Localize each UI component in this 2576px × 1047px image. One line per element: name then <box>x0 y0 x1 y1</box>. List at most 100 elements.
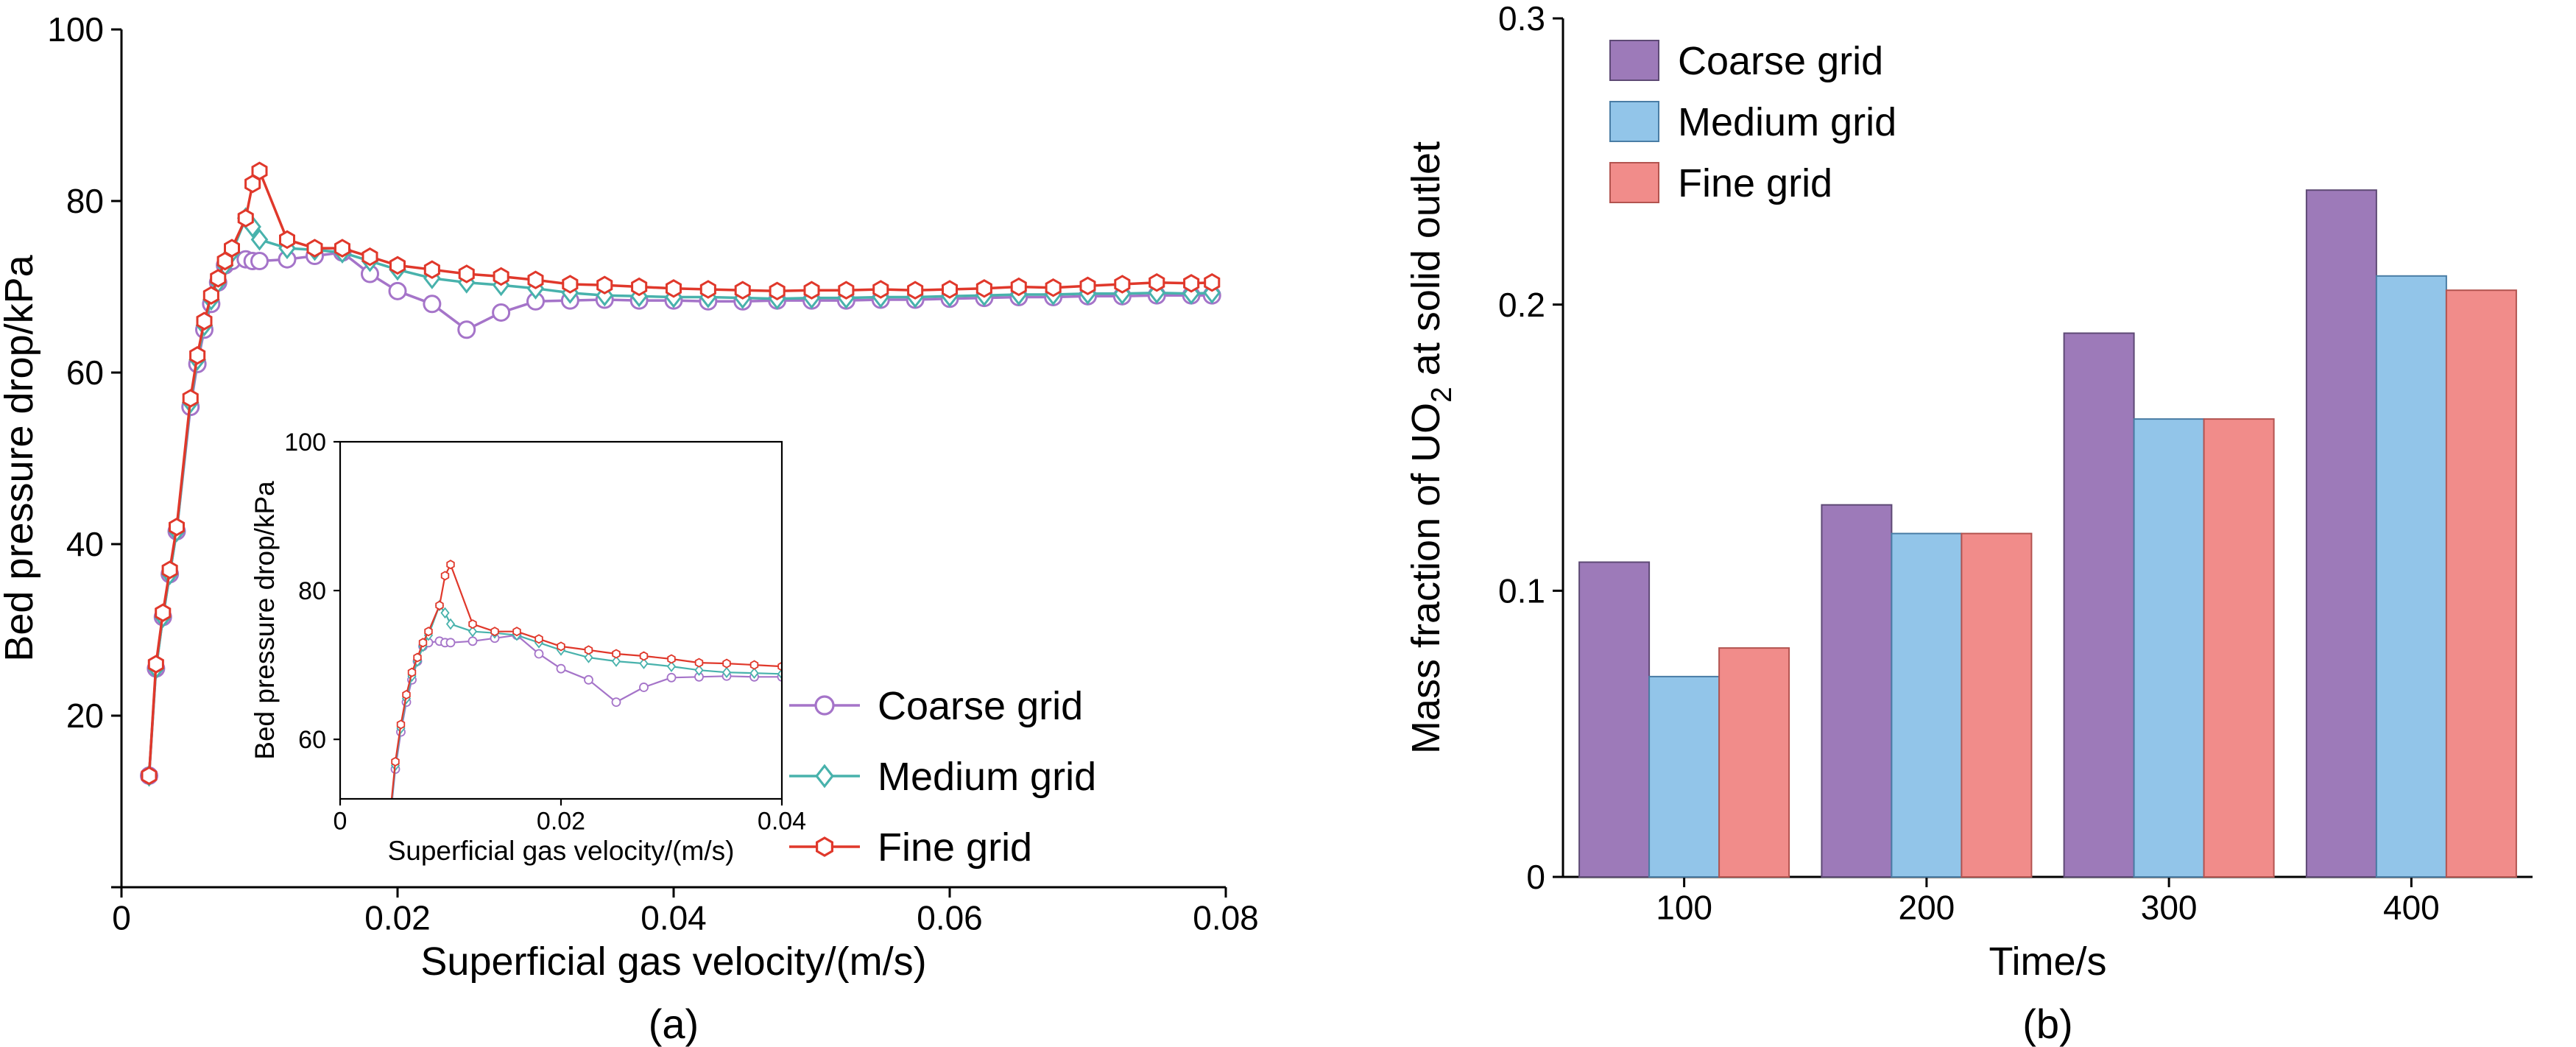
marker-hexagon-fine-grid <box>917 664 924 672</box>
marker-hexagon-fine-grid <box>699 280 716 299</box>
y-tick-label: 0.2 <box>1498 286 1545 324</box>
marker-hexagon-fine-grid <box>1183 274 1200 293</box>
bar-medium-grid-200 <box>1891 532 1963 878</box>
marker-hexagon-fine-grid <box>370 944 377 952</box>
x-tick-label: 0 <box>112 899 131 937</box>
marker-diamond-medium-grid <box>1027 668 1034 677</box>
marker-hexagon-fine-grid <box>769 281 786 301</box>
marker-circle-coarse-grid <box>556 663 566 674</box>
marker-diamond-medium-grid <box>440 607 450 619</box>
legend-label: Medium grid <box>878 755 1096 799</box>
marker-circle-coarse-grid <box>467 636 478 646</box>
marker-hexagon-fine-grid <box>631 277 648 297</box>
marker-hexagon-fine-grid <box>534 634 543 644</box>
bar-fine-grid-400 <box>2445 289 2517 878</box>
marker-hexagon-fine-grid <box>364 988 372 996</box>
marker-hexagon-fine-grid <box>202 286 219 305</box>
marker-circle-coarse-grid <box>814 695 835 716</box>
x-tick-label: 0.04 <box>758 807 806 835</box>
marker-circle-coarse-grid <box>1026 671 1034 679</box>
marker-hexagon-fine-grid <box>182 389 199 408</box>
marker-hexagon-fine-grid <box>458 264 475 283</box>
bar-fine-grid-200 <box>1961 532 2033 878</box>
y-axis-title: Mass fraction of UO2 at solid outlet <box>1404 141 1458 754</box>
marker-hexagon-fine-grid <box>493 267 509 286</box>
bar-medium-grid-100 <box>1648 675 1721 878</box>
marker-circle-coarse-grid <box>1209 669 1217 677</box>
marker-diamond-medium-grid <box>806 669 814 679</box>
marker-hexagon-fine-grid <box>440 571 450 581</box>
marker-hexagon-fine-grid <box>1148 272 1165 292</box>
bar-coarse-grid-200 <box>1821 504 1893 878</box>
bar-medium-grid-400 <box>2375 275 2447 878</box>
y-tick-label: 60 <box>298 726 326 754</box>
legend-entry-fine-grid: Fine grid <box>789 825 1032 870</box>
x-tick-label: 0 <box>334 807 347 835</box>
marker-circle-coarse-grid <box>1192 669 1200 677</box>
marker-hexagon-fine-grid <box>169 517 185 537</box>
marker-hexagon-fine-grid <box>816 836 833 857</box>
marker-hexagon-fine-grid <box>512 627 521 637</box>
marker-hexagon-fine-grid <box>999 663 1006 671</box>
marker-hexagon-fine-grid <box>413 652 422 663</box>
marker-hexagon-fine-grid <box>907 281 924 300</box>
marker-hexagon-fine-grid <box>722 658 731 669</box>
marker-hexagon-fine-grid <box>361 247 378 267</box>
marker-hexagon-fine-grid <box>1082 662 1090 670</box>
marker-hexagon-fine-grid <box>972 664 979 672</box>
marker-diamond-medium-grid <box>445 618 456 630</box>
marker-diamond-medium-grid <box>721 666 732 679</box>
x-axis-title: Superficial gas velocity/(m/s) <box>420 940 926 984</box>
marker-diamond-medium-grid <box>1209 666 1216 675</box>
legend-label: Medium grid <box>1678 100 1896 144</box>
legend-entry-fine-grid: Fine grid <box>1609 161 1832 205</box>
marker-hexagon-fine-grid <box>279 230 295 250</box>
marker-hexagon-fine-grid <box>424 627 433 637</box>
legend-label: Coarse grid <box>878 684 1083 728</box>
marker-circle-coarse-grid <box>889 673 897 681</box>
marker-circle-coarse-grid <box>916 673 924 681</box>
marker-circle-coarse-grid <box>492 303 511 322</box>
marker-hexagon-fine-grid <box>147 655 164 674</box>
y-tick-label: 0.1 <box>1498 571 1545 610</box>
marker-hexagon-fine-grid <box>1165 658 1172 666</box>
marker-diamond-medium-grid <box>370 947 377 956</box>
marker-hexagon-fine-grid <box>189 345 206 365</box>
marker-diamond-medium-grid <box>944 669 951 679</box>
x-tick-label: 0.04 <box>641 899 707 937</box>
y-axis-title: Bed pressure drop/kPa <box>250 481 280 760</box>
legend-label: Fine grid <box>1678 161 1832 205</box>
marker-diamond-medium-grid <box>1137 666 1145 676</box>
x-axis-title: Time/s <box>1989 940 2107 984</box>
marker-hexagon-fine-grid <box>196 311 213 331</box>
marker-circle-coarse-grid <box>1054 670 1062 678</box>
y-axis-title: Bed pressure drop/kPa <box>0 254 41 661</box>
marker-hexagon-fine-grid <box>562 275 579 294</box>
legend-swatch <box>1609 101 1659 142</box>
marker-diamond-medium-grid <box>666 660 677 672</box>
bar-fine-grid-100 <box>1718 647 1790 878</box>
y-tick-label: 0 <box>1526 858 1545 896</box>
marker-diamond-medium-grid <box>1165 666 1172 675</box>
marker-hexagon-fine-grid <box>1204 272 1221 292</box>
marker-circle-coarse-grid <box>1165 669 1173 677</box>
legend-swatch <box>1609 40 1659 81</box>
marker-diamond-medium-grid <box>584 652 593 663</box>
marker-hexagon-fine-grid <box>210 269 227 288</box>
y-tick-label: 80 <box>298 577 326 605</box>
marker-diamond-medium-grid <box>1054 667 1062 677</box>
marker-hexagon-fine-grid <box>1193 658 1200 666</box>
marker-circle-coarse-grid <box>457 320 476 339</box>
x-tick-label: 0.08 <box>1193 899 1259 937</box>
marker-diamond-medium-grid <box>917 670 924 680</box>
x-tick-label: 0.02 <box>364 899 431 937</box>
marker-hexagon-fine-grid <box>435 600 444 610</box>
bar-coarse-grid-400 <box>2305 189 2377 878</box>
marker-hexagon-fine-grid <box>1137 659 1145 667</box>
panel-a: 0 0.02 0.04 0.06 0.08 20 40 60 80 100 Superficial … <box>0 10 1259 1047</box>
marker-hexagon-fine-grid <box>639 651 649 661</box>
marker-circle-coarse-grid <box>423 295 442 314</box>
marker-hexagon-fine-grid <box>468 619 477 630</box>
marker-hexagon-fine-grid <box>557 641 565 652</box>
